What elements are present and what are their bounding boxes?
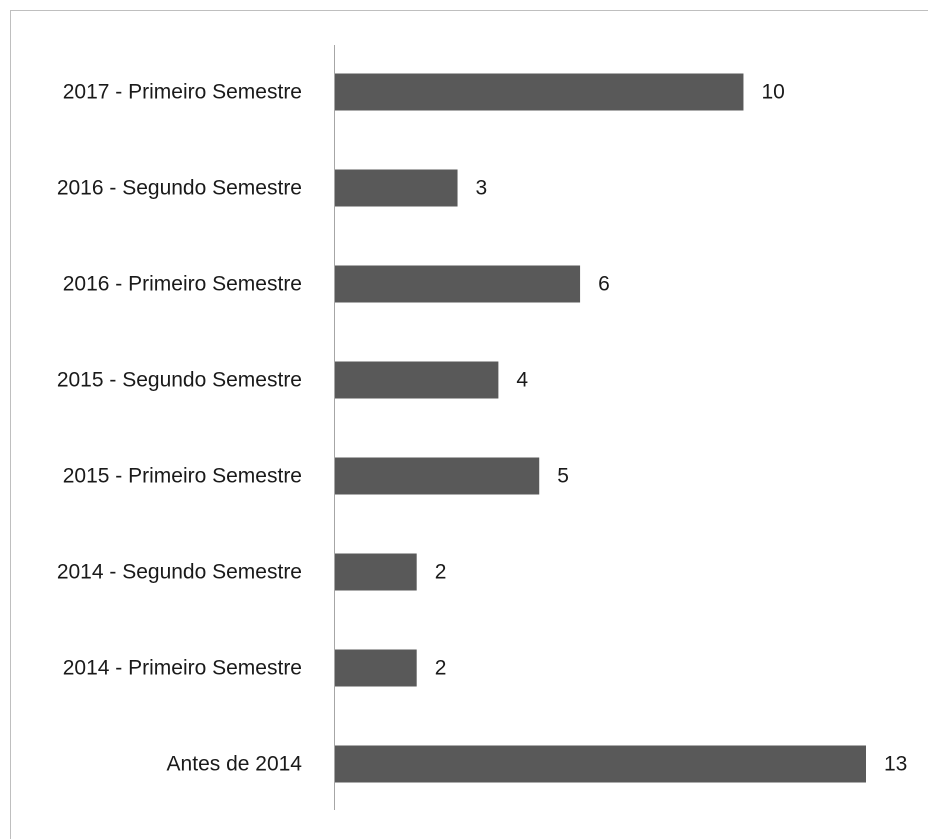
- y-tick-label: 2014 - Segundo Semestre: [57, 561, 302, 584]
- data-label: 3: [476, 177, 488, 200]
- y-tick-label: Antes de 2014: [167, 753, 303, 776]
- data-label: 13: [884, 753, 907, 776]
- bar: [335, 169, 458, 207]
- bar: [335, 745, 866, 783]
- y-tick-label: 2016 - Primeiro Semestre: [63, 273, 302, 296]
- data-label: 4: [516, 369, 528, 392]
- y-tick-label: 2017 - Primeiro Semestre: [63, 81, 302, 104]
- y-tick-label: 2015 - Segundo Semestre: [57, 369, 302, 392]
- bar: [335, 265, 581, 303]
- bar: [335, 73, 744, 111]
- data-label: 2: [435, 657, 447, 680]
- data-label: 6: [598, 273, 610, 296]
- bar: [335, 361, 499, 399]
- chart-frame: [10, 10, 928, 839]
- data-label: 10: [761, 81, 784, 104]
- y-tick-label: 2015 - Primeiro Semestre: [63, 465, 302, 488]
- bar: [335, 553, 417, 591]
- y-tick-label: 2016 - Segundo Semestre: [57, 177, 302, 200]
- bar: [335, 457, 540, 495]
- data-label: 2: [435, 561, 447, 584]
- bar: [335, 649, 417, 687]
- y-tick-label: 2014 - Primeiro Semestre: [63, 657, 302, 680]
- data-label: 5: [557, 465, 569, 488]
